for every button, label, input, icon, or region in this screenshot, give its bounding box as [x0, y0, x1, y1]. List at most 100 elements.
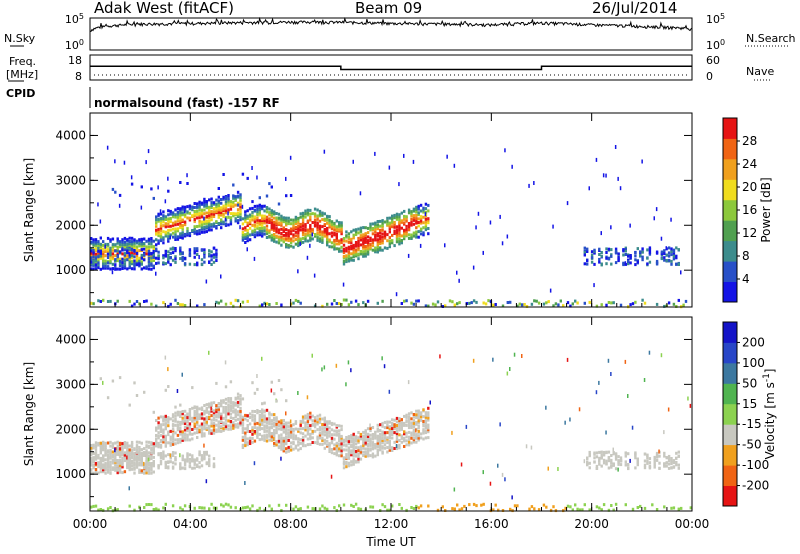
echo-cell — [145, 459, 148, 463]
echo-cell — [316, 420, 319, 424]
echo-cell — [605, 450, 608, 454]
echo-cell — [660, 250, 664, 254]
echo-cell — [648, 252, 652, 256]
echo-cell — [241, 236, 245, 239]
velocity-colorbar-label: Velocity [m s-1] — [762, 369, 777, 460]
echo-cell — [675, 254, 678, 258]
echo-cell — [261, 408, 264, 412]
echo-cell — [164, 438, 167, 442]
echo-cell — [321, 233, 324, 237]
echo-cell — [179, 467, 182, 471]
echo-cell — [152, 245, 155, 249]
echo-cell — [97, 202, 99, 207]
echo-cell — [299, 241, 301, 246]
echo-cell — [400, 436, 403, 440]
y-tick-label: 4000 — [55, 332, 86, 346]
echo-cell — [273, 431, 276, 435]
echo-cell — [383, 236, 387, 240]
echo-cell — [282, 436, 285, 440]
echo-cell — [217, 215, 220, 219]
echo-cell — [224, 427, 228, 431]
echo-cell — [304, 215, 307, 219]
echo-cell — [313, 425, 317, 429]
echo-cell — [364, 454, 367, 458]
echo-cell — [617, 462, 620, 466]
echo-cell — [366, 299, 370, 303]
echo-cell — [460, 507, 464, 511]
echo-cell — [174, 213, 177, 217]
echo-cell — [109, 261, 112, 265]
echo-cell — [419, 227, 423, 231]
echo-cell — [222, 220, 225, 224]
echo-cell — [253, 430, 257, 433]
echo-cell — [357, 507, 360, 511]
echo-cell — [181, 436, 184, 440]
echo-cell — [301, 444, 305, 448]
echo-cell — [326, 221, 329, 225]
echo-cell — [636, 463, 639, 467]
echo-cell — [248, 220, 252, 224]
echo-cell — [347, 247, 351, 251]
echo-cell — [193, 230, 196, 234]
echo-cell — [155, 218, 158, 222]
echo-cell — [321, 436, 324, 440]
echo-cell — [456, 302, 459, 306]
echo-cell — [405, 224, 408, 228]
echo-cell — [287, 448, 290, 452]
echo-cell — [285, 440, 288, 444]
echo-cell — [304, 225, 307, 229]
echo-cell — [99, 444, 102, 447]
echo-cell — [410, 424, 413, 428]
echo-cell — [145, 466, 148, 470]
echo-cell — [407, 253, 410, 258]
echo-cell — [191, 419, 194, 423]
colorbar-segment — [723, 444, 737, 466]
colorbar-tick-label: 8 — [742, 249, 750, 263]
echo-cell — [398, 417, 401, 421]
echo-cell — [306, 415, 310, 419]
echo-cell — [289, 445, 293, 449]
echo-cell — [321, 230, 324, 234]
echo-cell — [282, 419, 285, 422]
echo-cell — [188, 461, 192, 465]
echo-cell — [109, 454, 112, 458]
echo-cell — [147, 249, 151, 253]
echo-cell — [128, 242, 131, 246]
echo-cell — [369, 222, 372, 226]
echo-cell — [118, 466, 122, 470]
echo-cell — [422, 422, 425, 425]
echo-cell — [297, 448, 300, 452]
power-echo-cells — [90, 145, 688, 309]
echo-cell — [366, 246, 370, 250]
echo-cell — [111, 187, 115, 191]
echo-cell — [366, 243, 370, 247]
echo-cell — [357, 446, 360, 450]
echo-cell — [239, 215, 242, 219]
echo-cell — [405, 232, 408, 236]
echo-cell — [395, 434, 399, 438]
echo-cell — [128, 444, 131, 448]
echo-cell — [277, 202, 281, 206]
echo-cell — [345, 239, 348, 243]
echo-cell — [383, 234, 387, 238]
echo-cell — [261, 204, 264, 208]
echo-cell — [379, 237, 382, 240]
echo-cell — [598, 506, 601, 510]
echo-cell — [335, 424, 338, 428]
echo-cell — [265, 232, 269, 236]
echo-cell — [118, 264, 122, 268]
echo-cell — [417, 217, 420, 221]
echo-cell — [128, 255, 131, 259]
echo-cell — [162, 438, 165, 442]
noise-trace — [89, 16, 693, 32]
echo-cell — [475, 504, 478, 508]
echo-cell — [232, 202, 235, 206]
echo-cell — [94, 267, 98, 271]
echo-cell — [94, 470, 98, 474]
echo-cell — [292, 447, 295, 451]
echo-cell — [183, 232, 187, 236]
echo-cell — [398, 213, 401, 217]
echo-cell — [220, 206, 223, 210]
echo-cell — [109, 451, 112, 454]
echo-cell — [157, 219, 160, 223]
